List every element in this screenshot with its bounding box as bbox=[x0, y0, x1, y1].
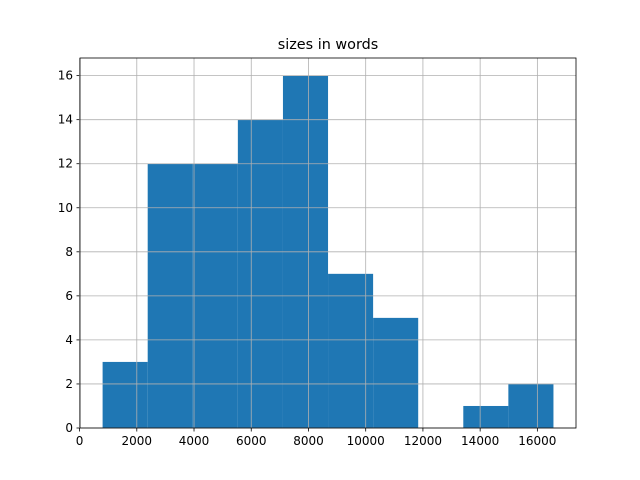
y-tick-label: 0 bbox=[65, 421, 73, 435]
bar bbox=[102, 361, 148, 428]
bar bbox=[237, 119, 283, 429]
bar bbox=[373, 317, 419, 428]
x-tick-label: 2000 bbox=[122, 434, 153, 448]
x-tick-label: 14000 bbox=[461, 434, 499, 448]
x-tick-label: 4000 bbox=[179, 434, 210, 448]
y-tick-label: 12 bbox=[58, 157, 73, 171]
y-tick-label: 2 bbox=[65, 377, 73, 391]
y-tick-label: 6 bbox=[65, 289, 73, 303]
plot-frame bbox=[79, 57, 577, 429]
x-tick-label: 16000 bbox=[518, 434, 556, 448]
bar bbox=[508, 383, 554, 428]
y-tick-label: 4 bbox=[65, 333, 73, 347]
x-tick-label: 6000 bbox=[236, 434, 267, 448]
x-tick-label: 8000 bbox=[293, 434, 324, 448]
chart-title: sizes in words bbox=[278, 37, 379, 53]
y-tick-label: 10 bbox=[58, 201, 73, 215]
bar bbox=[328, 273, 374, 428]
y-tick-label: 14 bbox=[58, 113, 73, 127]
x-tick-label: 10000 bbox=[347, 434, 385, 448]
x-tick-label: 0 bbox=[76, 434, 84, 448]
x-tick-label: 12000 bbox=[404, 434, 442, 448]
bar bbox=[463, 405, 509, 428]
y-tick-label: 16 bbox=[58, 69, 73, 83]
y-tick-label: 8 bbox=[65, 245, 73, 259]
